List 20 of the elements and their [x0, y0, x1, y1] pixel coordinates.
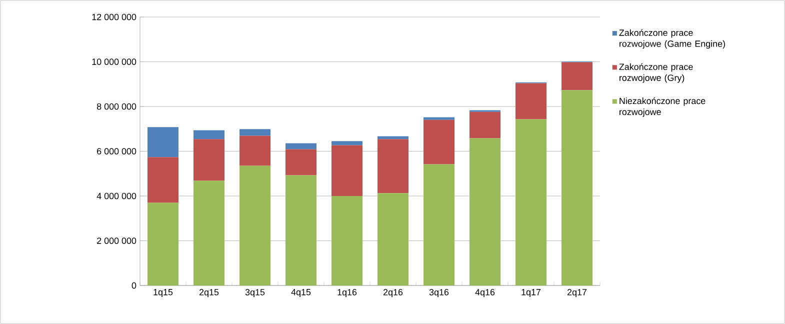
y-tick-label: 12 000 000: [92, 14, 136, 20]
y-tick-label: 2 000 000: [97, 238, 136, 244]
x-tick-label: 1q16: [338, 289, 357, 298]
legend-label: Zakończone prace rozwojowe (Game Engine): [619, 29, 725, 49]
y-tick-label: 8 000 000: [96, 103, 136, 110]
x-tick-label: 2q17: [567, 289, 587, 298]
x-tick-label: 2q16: [383, 289, 403, 298]
y-tick-label: 4 000 000: [96, 192, 136, 200]
x-tick-label: 1q15: [154, 289, 173, 298]
x-tick-label: 2q15: [199, 289, 219, 298]
legend-label: Niezakończone prace rozwojowe: [620, 97, 706, 117]
x-tick-label: 4q16: [475, 289, 495, 298]
y-tick-label: 6 000 000: [97, 148, 136, 154]
x-tick-label: 1q17: [522, 289, 541, 298]
y-tick-label: 0: [132, 282, 136, 289]
legend-label: Zakończone prace rozwojowe (Gry): [619, 63, 693, 83]
x-tick-label: 3q16: [429, 289, 449, 298]
x-tick-label: 3q15: [245, 289, 265, 298]
y-tick-label: 10 000 000: [92, 58, 136, 65]
x-tick-label: 4q15: [291, 289, 311, 298]
